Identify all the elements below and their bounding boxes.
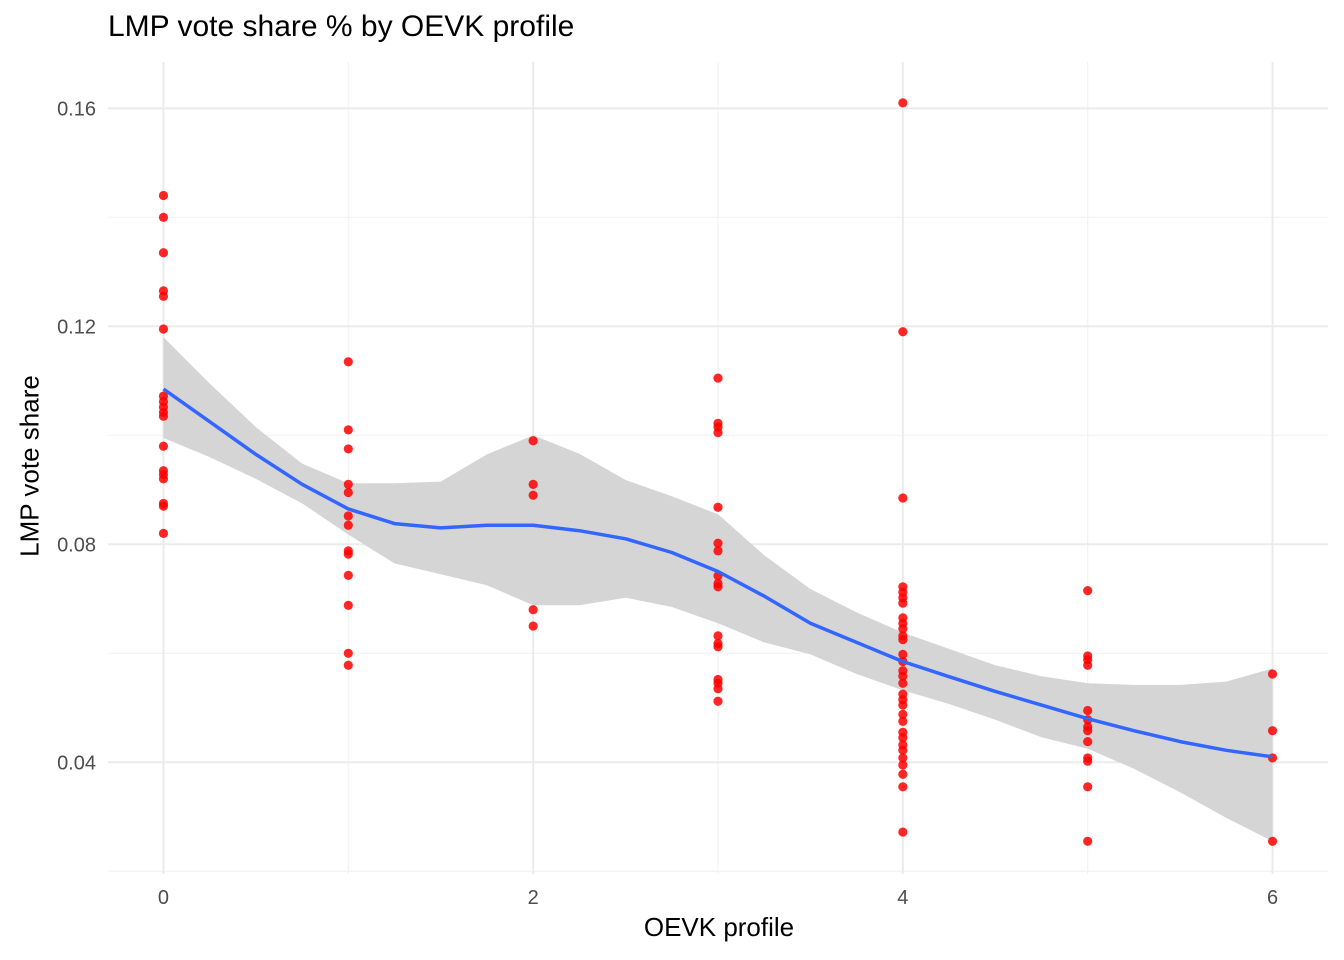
data-point — [713, 546, 723, 556]
data-point — [713, 538, 723, 548]
data-point — [898, 635, 908, 645]
data-point — [898, 678, 908, 688]
y-tick-label: 0.08 — [57, 534, 96, 556]
data-point — [713, 696, 723, 706]
data-point — [158, 190, 169, 201]
x-tick-label: 6 — [1267, 887, 1278, 909]
data-point — [898, 700, 908, 710]
data-point — [528, 605, 538, 615]
data-point — [1083, 756, 1093, 766]
data-point — [343, 660, 353, 670]
y-tick-label: 0.12 — [57, 316, 96, 338]
data-point — [1083, 705, 1093, 716]
data-point — [158, 474, 169, 484]
data-point — [1267, 669, 1278, 679]
data-point — [713, 642, 723, 652]
data-point — [898, 745, 908, 755]
data-point — [158, 291, 169, 301]
data-point — [1083, 726, 1093, 736]
data-point — [898, 760, 908, 770]
data-point — [158, 212, 169, 222]
data-point — [158, 441, 169, 451]
data-point — [528, 621, 538, 631]
data-point — [1083, 736, 1093, 747]
data-point — [898, 598, 908, 608]
data-point — [1267, 836, 1278, 846]
data-point — [343, 479, 353, 489]
data-point — [1083, 586, 1093, 596]
data-point — [898, 493, 908, 503]
data-point — [343, 487, 353, 498]
y-tick-label: 0.04 — [57, 752, 96, 774]
data-point — [1083, 782, 1093, 792]
data-point — [898, 327, 908, 337]
data-point — [713, 427, 723, 438]
data-point — [528, 436, 538, 446]
data-point — [158, 501, 169, 511]
data-point — [343, 648, 353, 658]
data-point — [1083, 660, 1093, 670]
data-point — [343, 444, 353, 454]
data-point — [158, 528, 169, 538]
data-point — [158, 324, 169, 334]
data-point — [343, 570, 353, 580]
data-point — [158, 248, 169, 258]
data-point — [343, 425, 353, 435]
data-point — [713, 631, 723, 641]
data-point — [898, 733, 908, 743]
data-point — [898, 649, 908, 659]
data-point — [898, 98, 908, 108]
data-point — [528, 490, 538, 500]
data-point — [898, 782, 908, 792]
y-tick-label: 0.16 — [57, 98, 96, 120]
x-tick-label: 2 — [528, 887, 539, 909]
data-point — [898, 769, 908, 779]
data-point — [898, 716, 908, 727]
data-point — [898, 827, 908, 837]
data-point — [343, 600, 353, 610]
data-point — [898, 709, 908, 719]
data-point — [1083, 836, 1093, 846]
data-point — [343, 357, 353, 367]
data-point — [713, 582, 723, 592]
data-point — [158, 411, 169, 421]
data-point — [343, 520, 353, 530]
data-point — [343, 549, 353, 559]
x-tick-label: 4 — [897, 887, 908, 909]
data-point — [713, 373, 723, 383]
data-point — [713, 684, 723, 694]
chart-title: LMP vote share % by OEVK profile — [108, 10, 575, 43]
y-axis-label: LMP vote share — [14, 375, 45, 557]
data-point — [898, 624, 908, 634]
data-point — [528, 479, 538, 489]
data-point — [898, 671, 908, 681]
data-point — [713, 502, 723, 512]
data-point — [343, 511, 353, 521]
smooth-line — [162, 387, 1273, 759]
data-point — [1267, 726, 1278, 736]
x-tick-label: 0 — [158, 887, 169, 909]
data-point — [898, 753, 908, 763]
x-axis-label: OEVK profile — [643, 912, 795, 942]
